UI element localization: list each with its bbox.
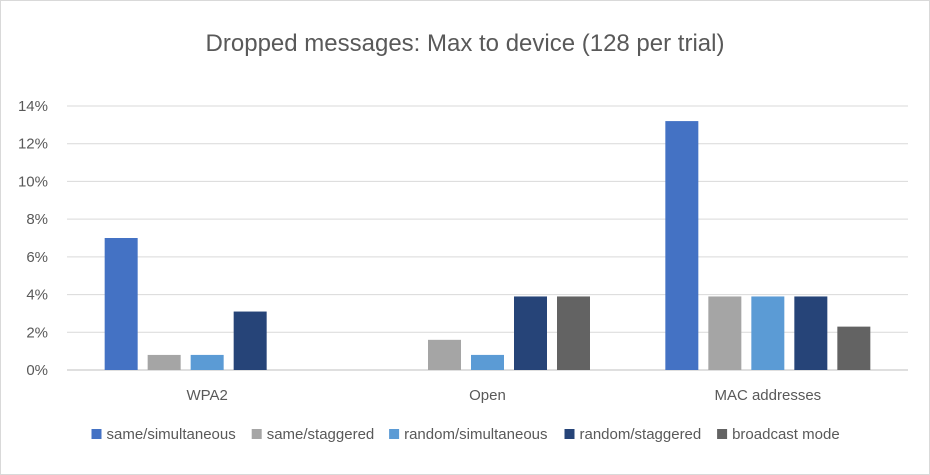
y-tick-label: 6% <box>26 249 48 266</box>
legend-swatch <box>717 429 728 439</box>
legend-swatch <box>91 429 102 439</box>
legend-swatch <box>389 429 400 439</box>
x-axis-ticks: WPA2 Open MAC addresses <box>186 387 821 404</box>
bar-random-staggered-wpa2 <box>233 311 267 370</box>
legend-item: random/simultaneous <box>389 426 548 443</box>
x-tick-label: MAC addresses <box>714 387 821 404</box>
legend-swatch <box>251 429 262 439</box>
legend-label: random/simultaneous <box>404 426 547 443</box>
bar-same-simultaneous-mac-addresses <box>665 121 699 370</box>
y-tick-label: 14% <box>18 98 48 115</box>
gridlines <box>67 105 908 371</box>
legend-item: same/simultaneous <box>91 426 236 443</box>
bar-random-staggered-open <box>514 296 547 370</box>
x-tick-label: WPA2 <box>186 387 227 404</box>
chart-title: Dropped messages: Max to device (128 per… <box>206 30 725 57</box>
bar-broadcast-mode-mac-addresses <box>837 326 871 370</box>
y-tick-label: 12% <box>18 136 48 153</box>
y-tick-label: 4% <box>26 287 48 304</box>
legend-label: broadcast mode <box>732 426 840 443</box>
y-tick-label: 0% <box>26 362 48 379</box>
legend-item: random/staggered <box>564 426 702 443</box>
bar-random-simultaneous-mac-addresses <box>751 296 785 370</box>
legend: same/simultaneous same/staggered random/si… <box>91 426 840 443</box>
y-tick-label: 10% <box>18 173 48 190</box>
y-tick-label: 8% <box>26 211 48 228</box>
legend-item: broadcast mode <box>717 426 840 443</box>
bar-same-staggered-mac-addresses <box>708 296 742 370</box>
bar-same-staggered-open <box>428 339 461 370</box>
x-tick-label: Open <box>469 387 506 404</box>
bar-random-simultaneous-open <box>471 354 504 370</box>
legend-swatch <box>564 429 575 439</box>
bar-same-simultaneous-wpa2 <box>104 238 138 370</box>
y-axis-ticks: 0% 2% 4% 6% 8% 10% 12% 14% <box>18 98 48 379</box>
bar-random-simultaneous-wpa2 <box>190 354 224 370</box>
y-tick-label: 2% <box>26 324 48 341</box>
bar-broadcast-mode-open <box>557 296 590 370</box>
legend-label: random/staggered <box>580 426 702 443</box>
legend-item: same/staggered <box>251 426 375 443</box>
legend-label: same/staggered <box>267 426 375 443</box>
legend-label: same/simultaneous <box>107 426 236 443</box>
bar-same-staggered-wpa2 <box>147 354 181 370</box>
bar-random-staggered-mac-addresses <box>794 296 828 370</box>
bars <box>104 121 871 370</box>
